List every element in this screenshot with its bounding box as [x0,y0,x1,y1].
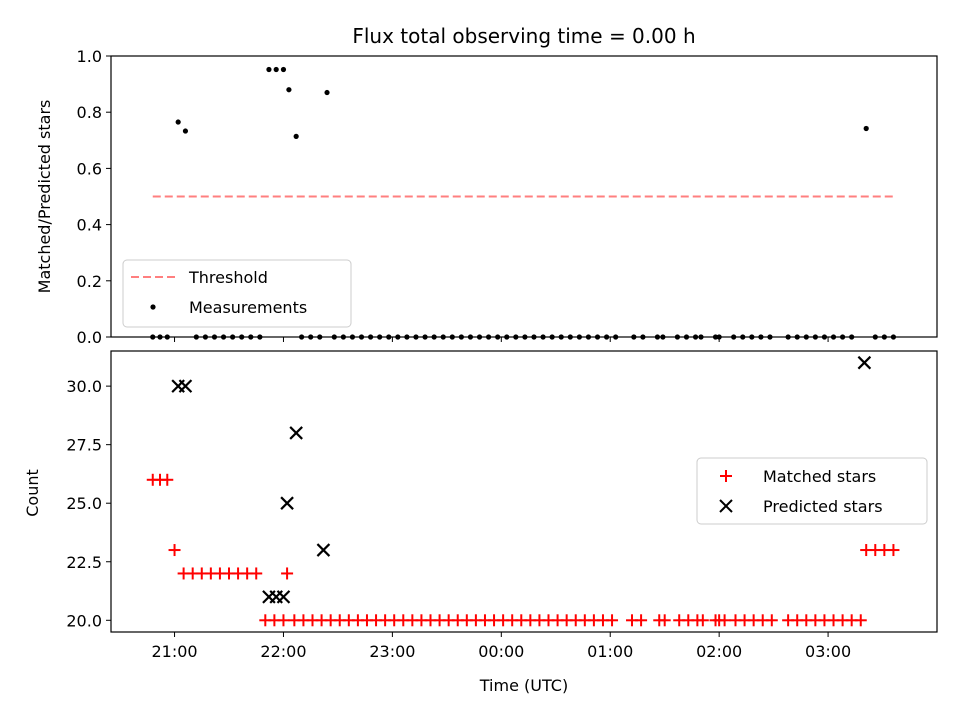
predicted-star-point [276,590,291,604]
matched-star-point [718,614,731,627]
top-y-tick-label: 0.8 [77,103,102,122]
predicted-legend-label: Predicted stars [763,497,883,516]
bottom-y-axis-label: Count [23,469,42,517]
top-panel: 0.0 0.2 0.4 0.6 0.8 1.0 Matched/Predicted sta… [35,47,938,347]
matched-star-point [887,544,900,557]
measurement-point [175,119,181,125]
predicted-star-point [316,543,331,557]
measurement-marks [150,66,897,340]
bottom-y-axis: 20.0 22.5 25.0 27.5 30.0 [66,377,111,630]
measurement-point [266,66,272,73]
top-y-tick-label: 0.4 [77,216,102,235]
matched-star-point [161,473,174,486]
matched-star-point [696,614,709,627]
top-y-axis: 0.0 0.2 0.4 0.6 0.8 1.0 [77,47,111,347]
top-y-tick-label: 1.0 [77,47,102,66]
x-tick-label: 23:00 [369,642,415,661]
x-tick-label: 02:00 [696,642,742,661]
predicted-legend-swatch [719,499,733,513]
bottom-y-tick-label: 27.5 [66,436,102,455]
measurement-point [293,133,299,139]
x-axis-label: Time (UTC) [479,676,568,695]
matched-star-point [281,567,294,580]
chart-title: Flux total observing time = 0.00 h [352,24,695,48]
bottom-x-axis: 21:00 22:00 23:00 00:00 01:00 02:00 03:00 [151,632,851,661]
predicted-star-point [857,355,872,370]
predicted-star-point [289,426,303,440]
x-tick-label: 03:00 [805,642,851,661]
x-tick-label: 22:00 [260,642,306,661]
matched-star-point [168,544,181,557]
matched-star-point [765,614,778,627]
measurements-legend-swatch [150,304,156,310]
bottom-y-tick-label: 22.5 [66,553,102,572]
matched-star-point [250,567,263,580]
matched-legend-label: Matched stars [763,467,876,486]
predicted-star-point [178,379,193,393]
x-tick-label: 21:00 [151,642,197,661]
x-tick-label: 01:00 [587,642,633,661]
measurement-point [863,125,869,132]
bottom-legend: Matched stars Predicted stars [696,457,928,525]
threshold-legend-label: Threshold [188,268,268,287]
x-tick-label: 00:00 [478,642,524,661]
matched-star-point [854,614,867,627]
bottom-y-tick-label: 20.0 [66,611,102,630]
measurements-legend-label: Measurements [189,298,307,317]
bottom-plot-frame [110,350,938,633]
top-y-tick-label: 0.6 [77,159,102,178]
bottom-y-tick-label: 25.0 [66,494,102,513]
measurement-point [182,128,189,134]
bottom-panel: 20.0 22.5 25.0 27.5 30.0 21:00 22:00 23:00 00:0… [23,350,938,695]
star-count-marks [146,355,900,627]
top-legend: Threshold Measurements [122,259,352,328]
matched-star-point [635,614,648,627]
matched-star-point [277,614,290,627]
top-plot-frame [110,55,938,338]
matched-star-point [658,614,671,627]
measurement-point [280,66,287,73]
bottom-legend-box [696,457,928,525]
predicted-star-point [280,496,294,510]
measurement-point [324,89,330,96]
top-y-tick-label: 0.2 [77,272,102,291]
measurement-point [273,66,279,73]
top-x-ticks [174,337,829,342]
measurement-point [286,87,292,93]
top-legend-box [122,259,352,328]
top-y-tick-label: 0.0 [77,328,102,347]
matched-star-point [606,614,619,627]
top-y-axis-label: Matched/Predicted stars [35,100,54,294]
bottom-y-tick-label: 30.0 [66,377,102,396]
matched-legend-swatch [720,470,732,482]
